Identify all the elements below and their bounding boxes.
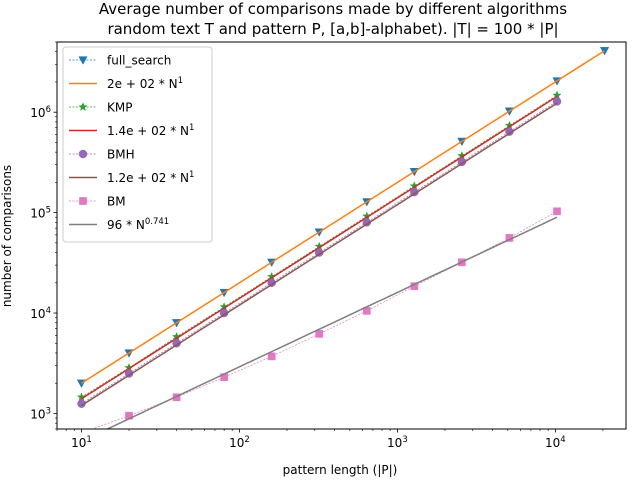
x-axis-label: pattern length (|P|) — [283, 463, 398, 477]
legend-entry: 1.4e + 02 * N1 — [69, 123, 194, 138]
legend-marker-triangle-down — [78, 56, 88, 65]
legend-label: 1.4e + 02 * N1 — [107, 123, 194, 138]
y-axis-label: number of comparisons — [0, 165, 14, 307]
y-tick-label: 106 — [30, 105, 51, 120]
data-point-square — [267, 352, 276, 361]
legend-label: BMH — [107, 148, 135, 162]
x-tick-label: 101 — [71, 435, 92, 450]
legend-entry: BM — [69, 195, 126, 209]
fit-line-1 — [81, 50, 605, 384]
data-point-square — [553, 207, 561, 216]
y-tick-label: 104 — [30, 306, 51, 321]
fit-line-3 — [81, 95, 558, 400]
legend-label: 2e + 02 * N1 — [107, 76, 183, 91]
legend-label: 1.2e + 02 * N1 — [107, 170, 194, 185]
legend-entry: 1.2e + 02 * N1 — [69, 170, 194, 185]
axes-frame — [56, 41, 627, 430]
legend-marker-circle — [78, 149, 88, 159]
plot-area — [76, 47, 610, 429]
legend: full_search 2e + 02 * N1 KMP 1.4e + 02 * N1… — [62, 46, 213, 243]
legend-label: full_search — [107, 54, 171, 68]
data-point-square — [315, 330, 324, 338]
data-point-circle — [552, 97, 562, 106]
data-point-star — [76, 392, 87, 402]
y-tick-label: 105 — [30, 206, 51, 221]
y-tick-label: 103 — [30, 406, 51, 421]
legend-entry: 2e + 02 * N1 — [69, 76, 183, 91]
legend-marker-square — [79, 197, 87, 205]
x-tick-label: 103 — [387, 435, 408, 450]
fit-line-5 — [81, 102, 558, 407]
plot-series — [76, 47, 610, 429]
chart-title-line-2: random text T and pattern P, [a,b]-alpha… — [107, 20, 558, 38]
legend-entry: 96 * N0.741 — [69, 217, 169, 232]
legend-label: BM — [107, 195, 126, 209]
legend-marker-star — [78, 102, 88, 111]
chart-title-line-1: Average number of comparisons made by di… — [99, 0, 567, 18]
legend-box — [62, 46, 213, 243]
legend-label: 96 * N0.741 — [107, 217, 169, 232]
x-tick-label: 102 — [229, 435, 250, 450]
legend-label: KMP — [107, 101, 132, 115]
legend-entry: BMH — [69, 148, 135, 162]
axis-ticks: 101 102 103 104 103 104 105 106 — [30, 41, 604, 450]
legend-entry: full_search — [69, 54, 171, 68]
legend-entry: KMP — [69, 101, 132, 115]
x-tick-label: 104 — [545, 435, 566, 450]
fit-line-7 — [105, 216, 558, 429]
